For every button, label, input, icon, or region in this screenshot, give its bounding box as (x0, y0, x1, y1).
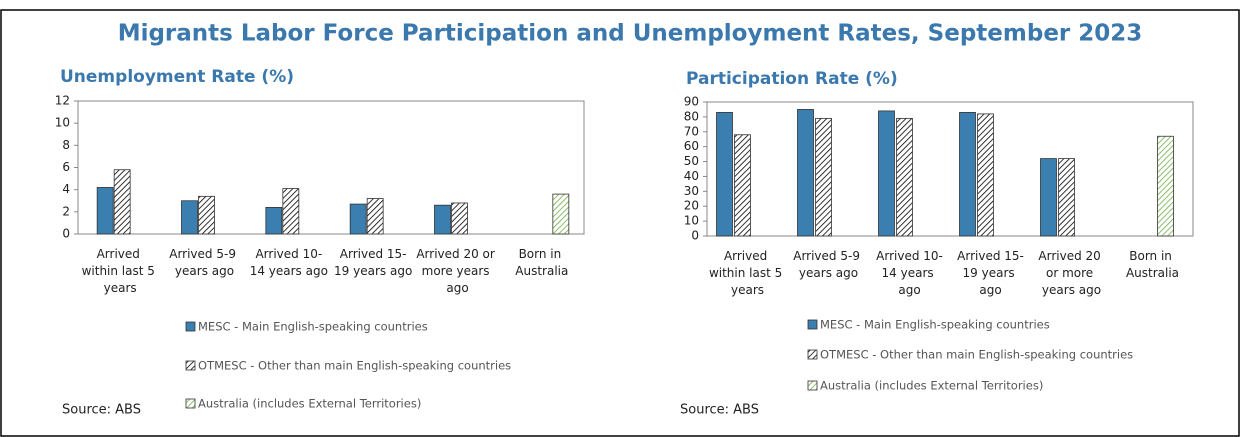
x-tick-label: Arrived 15-19 years ago (957, 249, 1024, 297)
x-tick-label: Arrived 10-14 years ago (250, 247, 328, 278)
legend-label: Australia (includes External Territories… (198, 397, 421, 411)
y-tick-label: 90 (684, 95, 699, 109)
legend-swatch (185, 360, 196, 371)
bar (451, 202, 468, 235)
x-tick-label: Arrived 20 or more years ago (416, 247, 498, 295)
bar (1157, 135, 1174, 237)
bar (552, 193, 570, 235)
y-tick-label: 70 (684, 124, 699, 138)
source: Source: ABS (62, 403, 141, 418)
bar (198, 195, 215, 235)
bar (878, 110, 895, 237)
legend-label: OTMESC - Other than main English-speakin… (820, 348, 1133, 362)
x-tick-label: Arrived within last 5 years (709, 249, 786, 297)
chart-title: Participation Rate (%) (686, 69, 898, 89)
y-tick-label: 60 (684, 139, 699, 153)
bar (977, 113, 994, 237)
bar (366, 198, 384, 235)
chart-title: Unemployment Rate (%) (60, 67, 294, 87)
x-tick-label: Born in Australia (1126, 249, 1179, 280)
y-tick-label: 6 (62, 160, 70, 174)
x-tick-label: Arrived 15-19 years ago (334, 247, 412, 278)
y-tick-label: 10 (684, 214, 699, 228)
y-tick-label: 80 (684, 109, 699, 123)
y-tick-label: 20 (684, 199, 699, 213)
legend-swatch (807, 380, 818, 391)
plot-area (706, 101, 1194, 237)
bar (797, 109, 814, 237)
frame (0, 9, 1240, 437)
y-tick-label: 30 (684, 184, 699, 198)
x-tick-label: Arrived 5-9 years ago (793, 249, 864, 280)
bar (959, 112, 976, 237)
bar (815, 117, 832, 237)
y-tick-label: 8 (62, 138, 70, 152)
y-tick-label: 50 (684, 154, 699, 168)
legend-label: MESC - Main English-speaking countries (198, 320, 428, 334)
x-tick-label: Born in Australia (515, 247, 568, 278)
plot-area (77, 100, 585, 235)
bar (1040, 158, 1057, 237)
y-tick-label: 0 (691, 229, 699, 243)
legend-label: OTMESC - Other than main English-speakin… (198, 359, 511, 373)
bar (181, 200, 198, 235)
y-tick-label: 10 (55, 116, 70, 130)
bar (113, 169, 131, 235)
y-tick-label: 4 (62, 182, 70, 196)
y-tick-label: 0 (62, 227, 70, 241)
x-tick-label: Arrived 20 or more years ago (1038, 249, 1104, 297)
y-tick-label: 2 (62, 204, 70, 218)
bar (265, 206, 283, 235)
legend-swatch (807, 319, 818, 330)
bar (349, 203, 367, 235)
page-title: Migrants Labor Force Participation and U… (118, 21, 1143, 47)
bar (282, 188, 300, 235)
x-tick-label: Arrived within last 5 years (82, 247, 159, 295)
legend-label: MESC - Main English-speaking countries (820, 318, 1050, 332)
bar (96, 187, 114, 235)
legend-swatch (185, 321, 196, 332)
y-tick-label: 12 (55, 94, 70, 108)
bar (734, 134, 751, 237)
x-tick-label: Arrived 10-14 years ago (876, 249, 943, 297)
bar (1058, 158, 1075, 237)
legend-label: Australia (includes External Territories… (820, 379, 1043, 393)
legend-swatch (185, 398, 196, 409)
x-tick-label: Arrived 5-9 years ago (169, 247, 240, 278)
bar (434, 204, 451, 235)
source: Source: ABS (680, 403, 759, 418)
bar (896, 117, 913, 237)
legend-swatch (807, 349, 818, 360)
bar (716, 112, 733, 237)
y-tick-label: 40 (684, 169, 699, 183)
